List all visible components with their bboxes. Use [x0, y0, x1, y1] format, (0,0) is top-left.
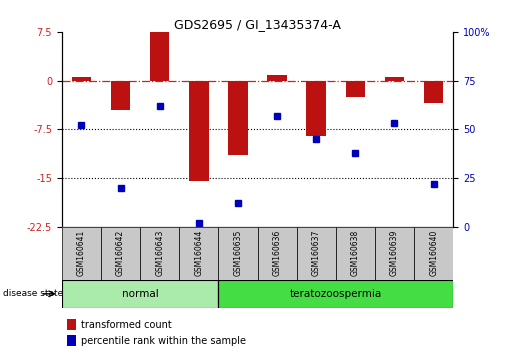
Text: disease state: disease state [3, 289, 63, 298]
Bar [62, 280, 218, 308]
Bar [346, 81, 365, 97]
Bar [150, 32, 169, 81]
Text: GSM160639: GSM160639 [390, 230, 399, 276]
Text: percentile rank within the sample: percentile rank within the sample [81, 336, 246, 346]
Bar [267, 75, 287, 81]
Text: GSM160640: GSM160640 [429, 230, 438, 276]
Bar [228, 81, 248, 155]
Bar [140, 227, 179, 280]
Bar [179, 227, 218, 280]
Text: GSM160643: GSM160643 [155, 230, 164, 276]
Text: transformed count: transformed count [81, 320, 172, 330]
Bar [297, 227, 336, 280]
Bar [375, 227, 414, 280]
Text: GSM160636: GSM160636 [272, 230, 282, 276]
Bar [189, 81, 209, 181]
Bar [336, 227, 375, 280]
Bar [385, 77, 404, 81]
Text: normal: normal [122, 289, 159, 299]
Bar [111, 81, 130, 110]
Bar [218, 227, 258, 280]
Bar [258, 227, 297, 280]
Title: GDS2695 / GI_13435374-A: GDS2695 / GI_13435374-A [174, 18, 341, 31]
Text: GSM160637: GSM160637 [312, 230, 321, 276]
Text: teratozoospermia: teratozoospermia [289, 289, 382, 299]
Text: GSM160644: GSM160644 [194, 230, 203, 276]
Bar [62, 227, 101, 280]
Text: GSM160635: GSM160635 [233, 230, 243, 276]
Bar [218, 280, 453, 308]
Text: GSM160642: GSM160642 [116, 230, 125, 276]
Text: GSM160641: GSM160641 [77, 230, 86, 276]
Bar [424, 81, 443, 103]
Bar [414, 227, 453, 280]
Text: GSM160638: GSM160638 [351, 230, 360, 276]
Bar [72, 77, 91, 81]
Bar [306, 81, 326, 136]
Bar [101, 227, 140, 280]
